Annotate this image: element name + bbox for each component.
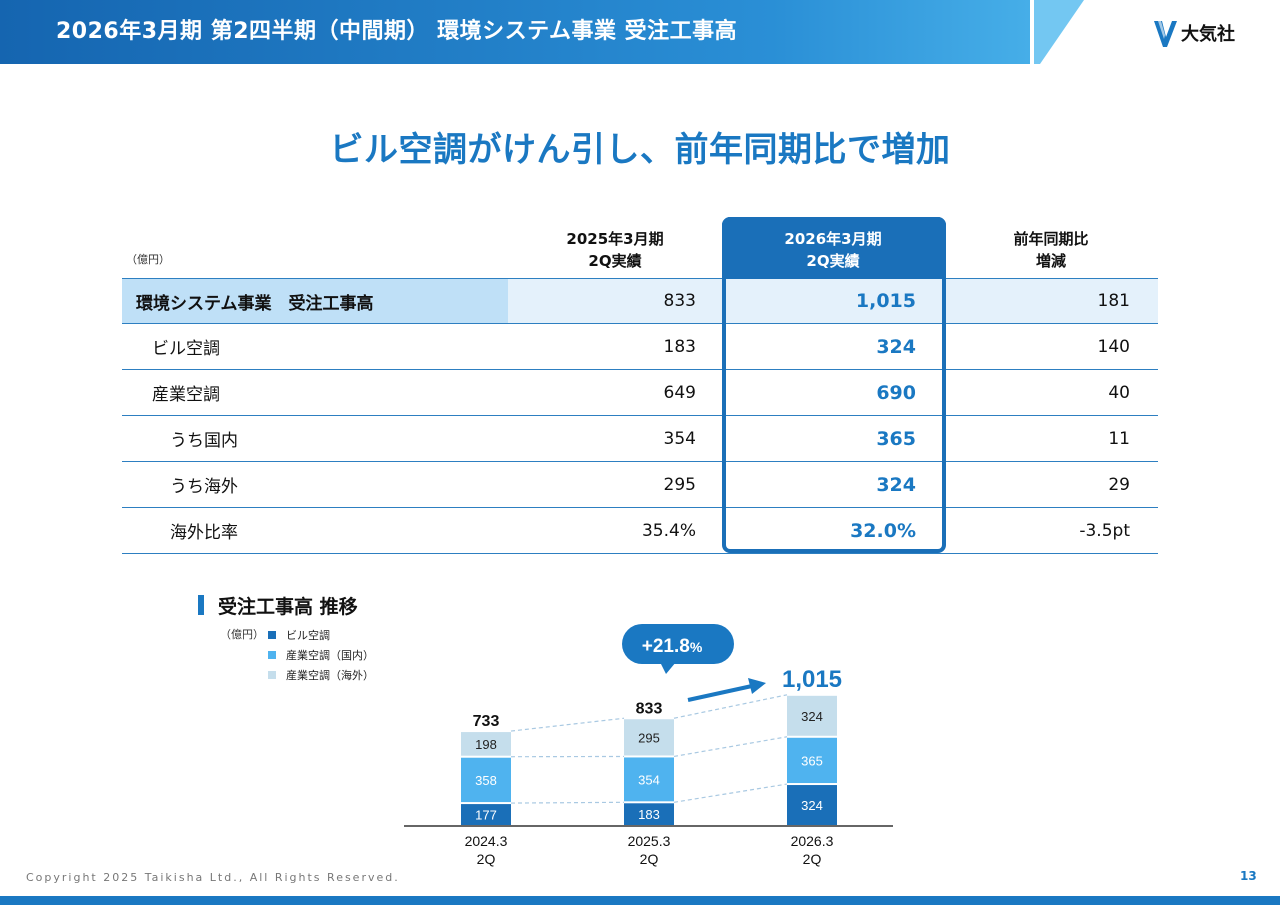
growth-bubble-tail	[660, 662, 676, 674]
row-current-value: 324	[876, 335, 916, 358]
logo-text: 大気社	[1181, 24, 1235, 45]
column-header-diff: 前年同期比 増減	[1013, 230, 1089, 270]
bar-value-label: 177	[475, 808, 497, 823]
connector-line	[510, 717, 625, 732]
category-label: 2Q	[803, 851, 822, 867]
row-label: うち国内	[170, 431, 238, 451]
bar-value-label: 198	[475, 737, 497, 752]
chart-title-accent	[198, 595, 204, 615]
bar-segment	[624, 803, 674, 825]
table-unit-label: （億円）	[126, 253, 170, 266]
row-diff-value: -3.5pt	[1079, 520, 1130, 541]
legend-swatch	[268, 671, 276, 679]
bar-value-label: 324	[801, 798, 823, 813]
row-current-value: 365	[876, 427, 916, 450]
row-prev-value: 833	[508, 279, 722, 323]
bar-segment	[787, 785, 837, 825]
chart-legend: ビル空調 産業空調（国内） 産業空調（海外）	[268, 625, 374, 685]
table-row: ビル空調 183 324 140	[122, 324, 1158, 370]
row-prev-value: 35.4%	[641, 520, 696, 541]
legend-label: 産業空調（海外）	[286, 669, 374, 682]
category-label: 2Q	[640, 851, 659, 867]
bar-segment	[787, 737, 837, 784]
current-period-header-bg	[722, 217, 946, 279]
connector-line	[673, 736, 788, 758]
chart-unit-label: （億円）	[220, 628, 264, 641]
legend-swatch	[268, 651, 276, 659]
row-label: うち海外	[170, 477, 238, 497]
bar-segment	[461, 804, 511, 825]
row-current-value: 324	[876, 473, 916, 496]
bar-segment	[461, 757, 511, 803]
legend-label: ビル空調	[286, 629, 330, 642]
row-current-value: 690	[876, 381, 916, 404]
table-row: 環境システム事業 受注工事高 833 1,015 181	[122, 278, 1158, 324]
bar-value-label: 295	[638, 730, 660, 745]
column-header-prev: 2025年3月期 2Q実績	[566, 230, 664, 270]
bar-segment	[787, 695, 837, 736]
connector-line	[510, 801, 625, 804]
table-row: 海外比率 35.4% 32.0% -3.5pt	[122, 508, 1158, 554]
row-current-value: 1,015	[722, 279, 944, 323]
row-label: 海外比率	[170, 523, 238, 543]
legend-item: 産業空調（国内）	[268, 645, 374, 665]
row-diff-value: 181	[944, 279, 1158, 323]
row-diff-value: 140	[1097, 336, 1130, 357]
taikisha-logo-icon	[1154, 21, 1177, 47]
bar-value-label: 354	[638, 772, 660, 787]
category-label: 2Q	[477, 851, 496, 867]
growth-bubble	[622, 624, 734, 664]
chart-title: 受注工事高 推移	[218, 596, 358, 618]
bar-value-label: 324	[801, 709, 823, 724]
table-row: うち国内 354 365 11	[122, 416, 1158, 462]
row-label: 産業空調	[152, 385, 220, 405]
bar-total-label: 733	[473, 713, 500, 730]
header-background	[0, 0, 1084, 64]
category-label: 2025.3	[628, 833, 671, 849]
table-header: （億円） 2025年3月期 2Q実績 2026年3月期 2Q実績 前年同期比 増…	[122, 222, 1158, 278]
page-title: 2026年3月期 第2四半期（中間期） 環境システム事業 受注工事高	[56, 19, 738, 44]
category-label: 2026.3	[791, 833, 834, 849]
table-row: うち海外 295 324 29	[122, 462, 1158, 508]
bar-segment	[624, 757, 674, 802]
connector-line	[673, 694, 788, 719]
row-current-value: 32.0%	[850, 519, 916, 542]
company-logo: 大気社	[1152, 16, 1235, 50]
growth-rate-label: +21.8%	[642, 636, 703, 657]
bar-value-label: 358	[475, 773, 497, 788]
column-header-current: 2026年3月期 2Q実績	[784, 230, 882, 270]
row-label: 環境システム事業 受注工事高	[122, 279, 508, 323]
row-prev-value: 649	[663, 382, 696, 403]
orders-table: （億円） 2025年3月期 2Q実績 2026年3月期 2Q実績 前年同期比 増…	[122, 222, 1158, 554]
table-row: 産業空調 649 690 40	[122, 370, 1158, 416]
growth-arrow-head	[748, 678, 766, 694]
bar-value-label: 183	[638, 807, 660, 822]
headline: ビル空調がけん引し、前年同期比で増加	[329, 130, 951, 170]
row-diff-value: 40	[1108, 382, 1130, 403]
bar-segment	[624, 719, 674, 756]
header-band: 2026年3月期 第2四半期（中間期） 環境システム事業 受注工事高	[0, 0, 1090, 64]
row-label: ビル空調	[152, 339, 220, 359]
legend-item: ビル空調	[268, 625, 374, 645]
bar-segment	[461, 732, 511, 756]
legend-label: 産業空調（国内）	[286, 649, 374, 662]
row-diff-value: 29	[1108, 474, 1130, 495]
row-prev-value: 295	[663, 474, 696, 495]
bar-total-label: 833	[636, 700, 663, 717]
footer-bar	[0, 896, 1280, 905]
category-label: 2024.3	[465, 833, 508, 849]
legend-swatch	[268, 631, 276, 639]
row-prev-value: 183	[663, 336, 696, 357]
legend-item: 産業空調（海外）	[268, 665, 374, 685]
row-diff-value: 11	[1108, 428, 1130, 449]
growth-arrow-shaft	[687, 684, 753, 702]
bar-value-label: 365	[801, 753, 823, 768]
connector-line	[673, 783, 788, 803]
bar-total-label: 1,015	[782, 666, 842, 693]
row-prev-value: 354	[663, 428, 696, 449]
copyright: Copyright 2025 Taikisha Ltd., All Rights…	[26, 871, 400, 884]
page-number: 13	[1240, 869, 1257, 883]
